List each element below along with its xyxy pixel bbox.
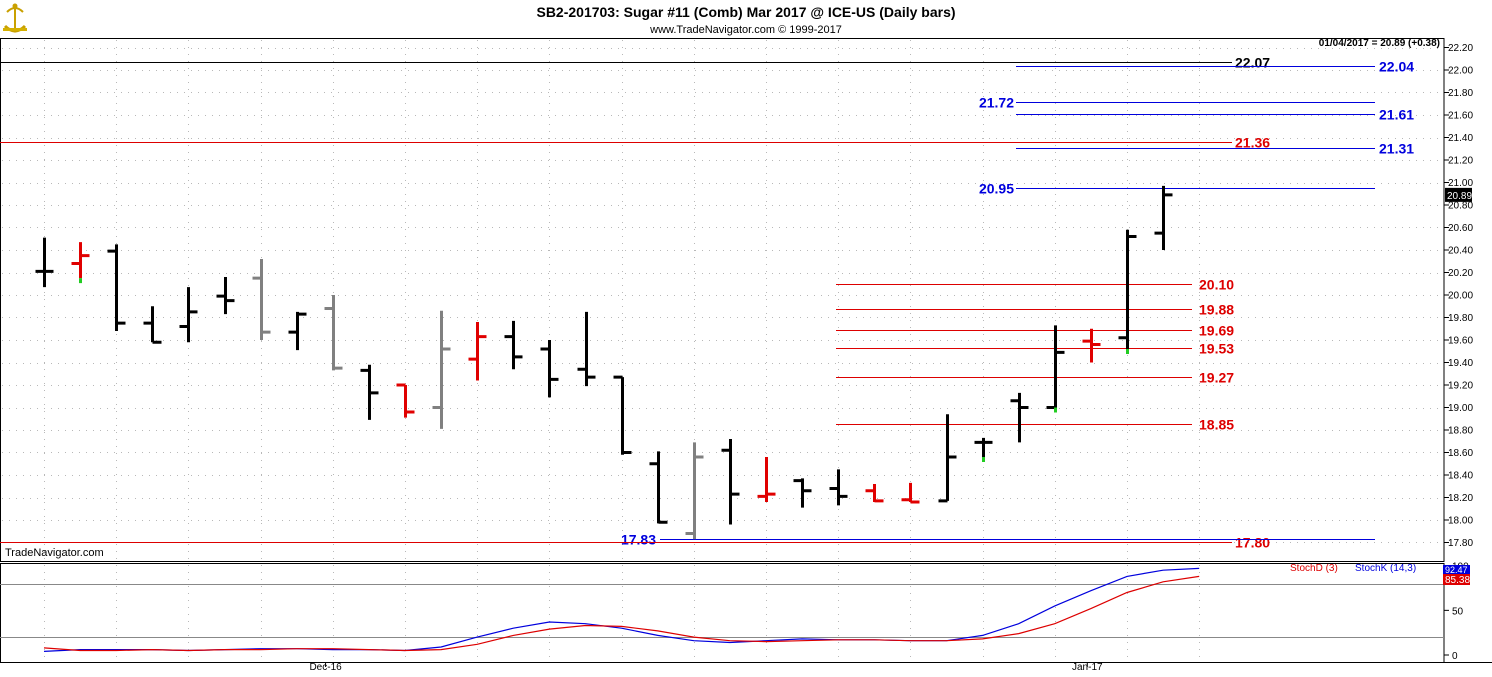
price-bar	[721, 439, 740, 525]
price-panel-border	[0, 38, 1445, 562]
level-label: 22.04	[1379, 59, 1414, 75]
price-tick-label: 21.20	[1448, 156, 1473, 167]
price-bar	[1010, 392, 1029, 443]
price-tick-label: 18.20	[1448, 493, 1473, 504]
price-bar	[396, 383, 415, 418]
stoch-series-line	[43, 567, 1200, 652]
price-tick-label: 22.20	[1448, 43, 1473, 54]
date-tick-label: Dec-16	[309, 662, 342, 673]
watermark-text: TradeNavigator.com	[5, 547, 104, 559]
price-bar	[938, 414, 957, 503]
current-price-box	[1445, 187, 1472, 202]
price-bar	[360, 364, 379, 420]
level-label: 20.95	[979, 181, 1014, 197]
last-value-readout: 01/04/2017 = 20.89 (+0.38)	[1319, 38, 1440, 49]
price-bar	[216, 277, 235, 315]
legend-stochk: StochK (14,3)	[1355, 563, 1416, 574]
date-axis: Dec-16 Jan-17	[309, 662, 1103, 673]
price-tick-label: 19.80	[1448, 313, 1473, 324]
price-bar	[288, 311, 307, 351]
price-tick-label: 18.60	[1448, 448, 1473, 459]
price-tick-label: 19.40	[1448, 358, 1473, 369]
stochd-value-box	[1443, 574, 1470, 585]
price-tick-label: 19.00	[1448, 403, 1473, 414]
price-bar	[143, 306, 162, 344]
price-bar	[432, 310, 451, 429]
price-levels: 22.07 22.04 21.72 21.61 21.36 21.31 20.95 20.10…	[0, 55, 1414, 551]
stochk-value-box	[1443, 565, 1470, 574]
price-bar	[107, 244, 126, 331]
price-bar	[1154, 185, 1173, 250]
legend-stochd: StochD (3)	[1290, 563, 1338, 574]
date-tick-label: Jan-17	[1072, 662, 1103, 673]
stoch-series-line	[43, 575, 1200, 652]
stochd-value-label: 85.38	[1445, 575, 1470, 586]
price-tick-label: 18.40	[1448, 471, 1473, 482]
price-bar	[901, 482, 920, 504]
price-tick-label: 19.60	[1448, 336, 1473, 347]
price-tick-label: 20.80	[1448, 201, 1473, 212]
price-tick-label: 21.60	[1448, 111, 1473, 122]
price-bar	[1118, 229, 1137, 354]
price-bar	[865, 484, 884, 503]
price-bar	[540, 340, 559, 398]
price-tick-label: 19.20	[1448, 381, 1473, 392]
price-bar	[757, 457, 776, 502]
price-bar	[504, 320, 523, 370]
price-bar	[252, 259, 271, 340]
copyright-text: www.TradeNavigator.com © 1999-2017	[649, 24, 842, 36]
price-tick-label: 22.00	[1448, 66, 1473, 77]
price-bar	[324, 295, 343, 371]
level-label: 22.07	[1235, 55, 1270, 71]
current-price-label: 20.89	[1447, 191, 1472, 202]
price-bar	[685, 442, 704, 540]
level-label: 21.31	[1379, 141, 1414, 157]
level-label: 21.61	[1379, 107, 1414, 123]
price-tick-label: 20.60	[1448, 223, 1473, 234]
stoch-tick-label: 0	[1452, 651, 1458, 662]
level-label: 19.53	[1199, 341, 1234, 357]
price-bar	[613, 375, 632, 455]
price-bar	[179, 287, 198, 343]
price-bar	[1082, 328, 1101, 363]
level-label: 19.88	[1199, 302, 1234, 318]
level-label: 21.36	[1235, 135, 1270, 151]
price-bar	[829, 469, 848, 506]
price-bar	[35, 237, 54, 288]
price-bar	[1046, 325, 1065, 413]
price-tick-label: 21.40	[1448, 133, 1473, 144]
chart-title: SB2-201703: Sugar #11 (Comb) Mar 2017 @ …	[536, 4, 955, 20]
stochk-value-label: 92.47	[1445, 565, 1468, 575]
price-bar	[577, 311, 596, 387]
trade-navigator-logo-icon	[3, 3, 27, 33]
panel-frame	[0, 38, 1492, 663]
price-tick-label: 21.00	[1448, 178, 1473, 189]
price-bar	[793, 478, 812, 508]
level-label: 17.80	[1235, 535, 1270, 551]
price-tick-label: 20.00	[1448, 291, 1473, 302]
price-tick-label: 20.20	[1448, 268, 1473, 279]
price-bar	[71, 242, 90, 284]
price-bar	[974, 437, 993, 462]
price-bar	[468, 322, 487, 381]
level-label: 21.72	[979, 95, 1014, 111]
stoch-panel-border	[0, 563, 1445, 663]
price-bar	[649, 451, 668, 524]
level-label: 18.85	[1199, 417, 1234, 433]
level-label: 17.83	[621, 532, 656, 548]
stoch-tick-label: 50	[1452, 606, 1464, 617]
price-axis: 17.80 18.00 18.20 18.40 18.60 18.80 19.00 19.20…	[1444, 43, 1473, 549]
price-bars	[35, 185, 1173, 540]
price-tick-label: 20.40	[1448, 246, 1473, 257]
level-label: 19.27	[1199, 370, 1234, 386]
level-label: 19.69	[1199, 323, 1234, 339]
price-tick-label: 17.80	[1448, 538, 1473, 549]
price-tick-label: 18.80	[1448, 426, 1473, 437]
price-tick-label: 21.80	[1448, 88, 1473, 99]
price-tick-label: 18.00	[1448, 516, 1473, 527]
level-label: 20.10	[1199, 277, 1234, 293]
